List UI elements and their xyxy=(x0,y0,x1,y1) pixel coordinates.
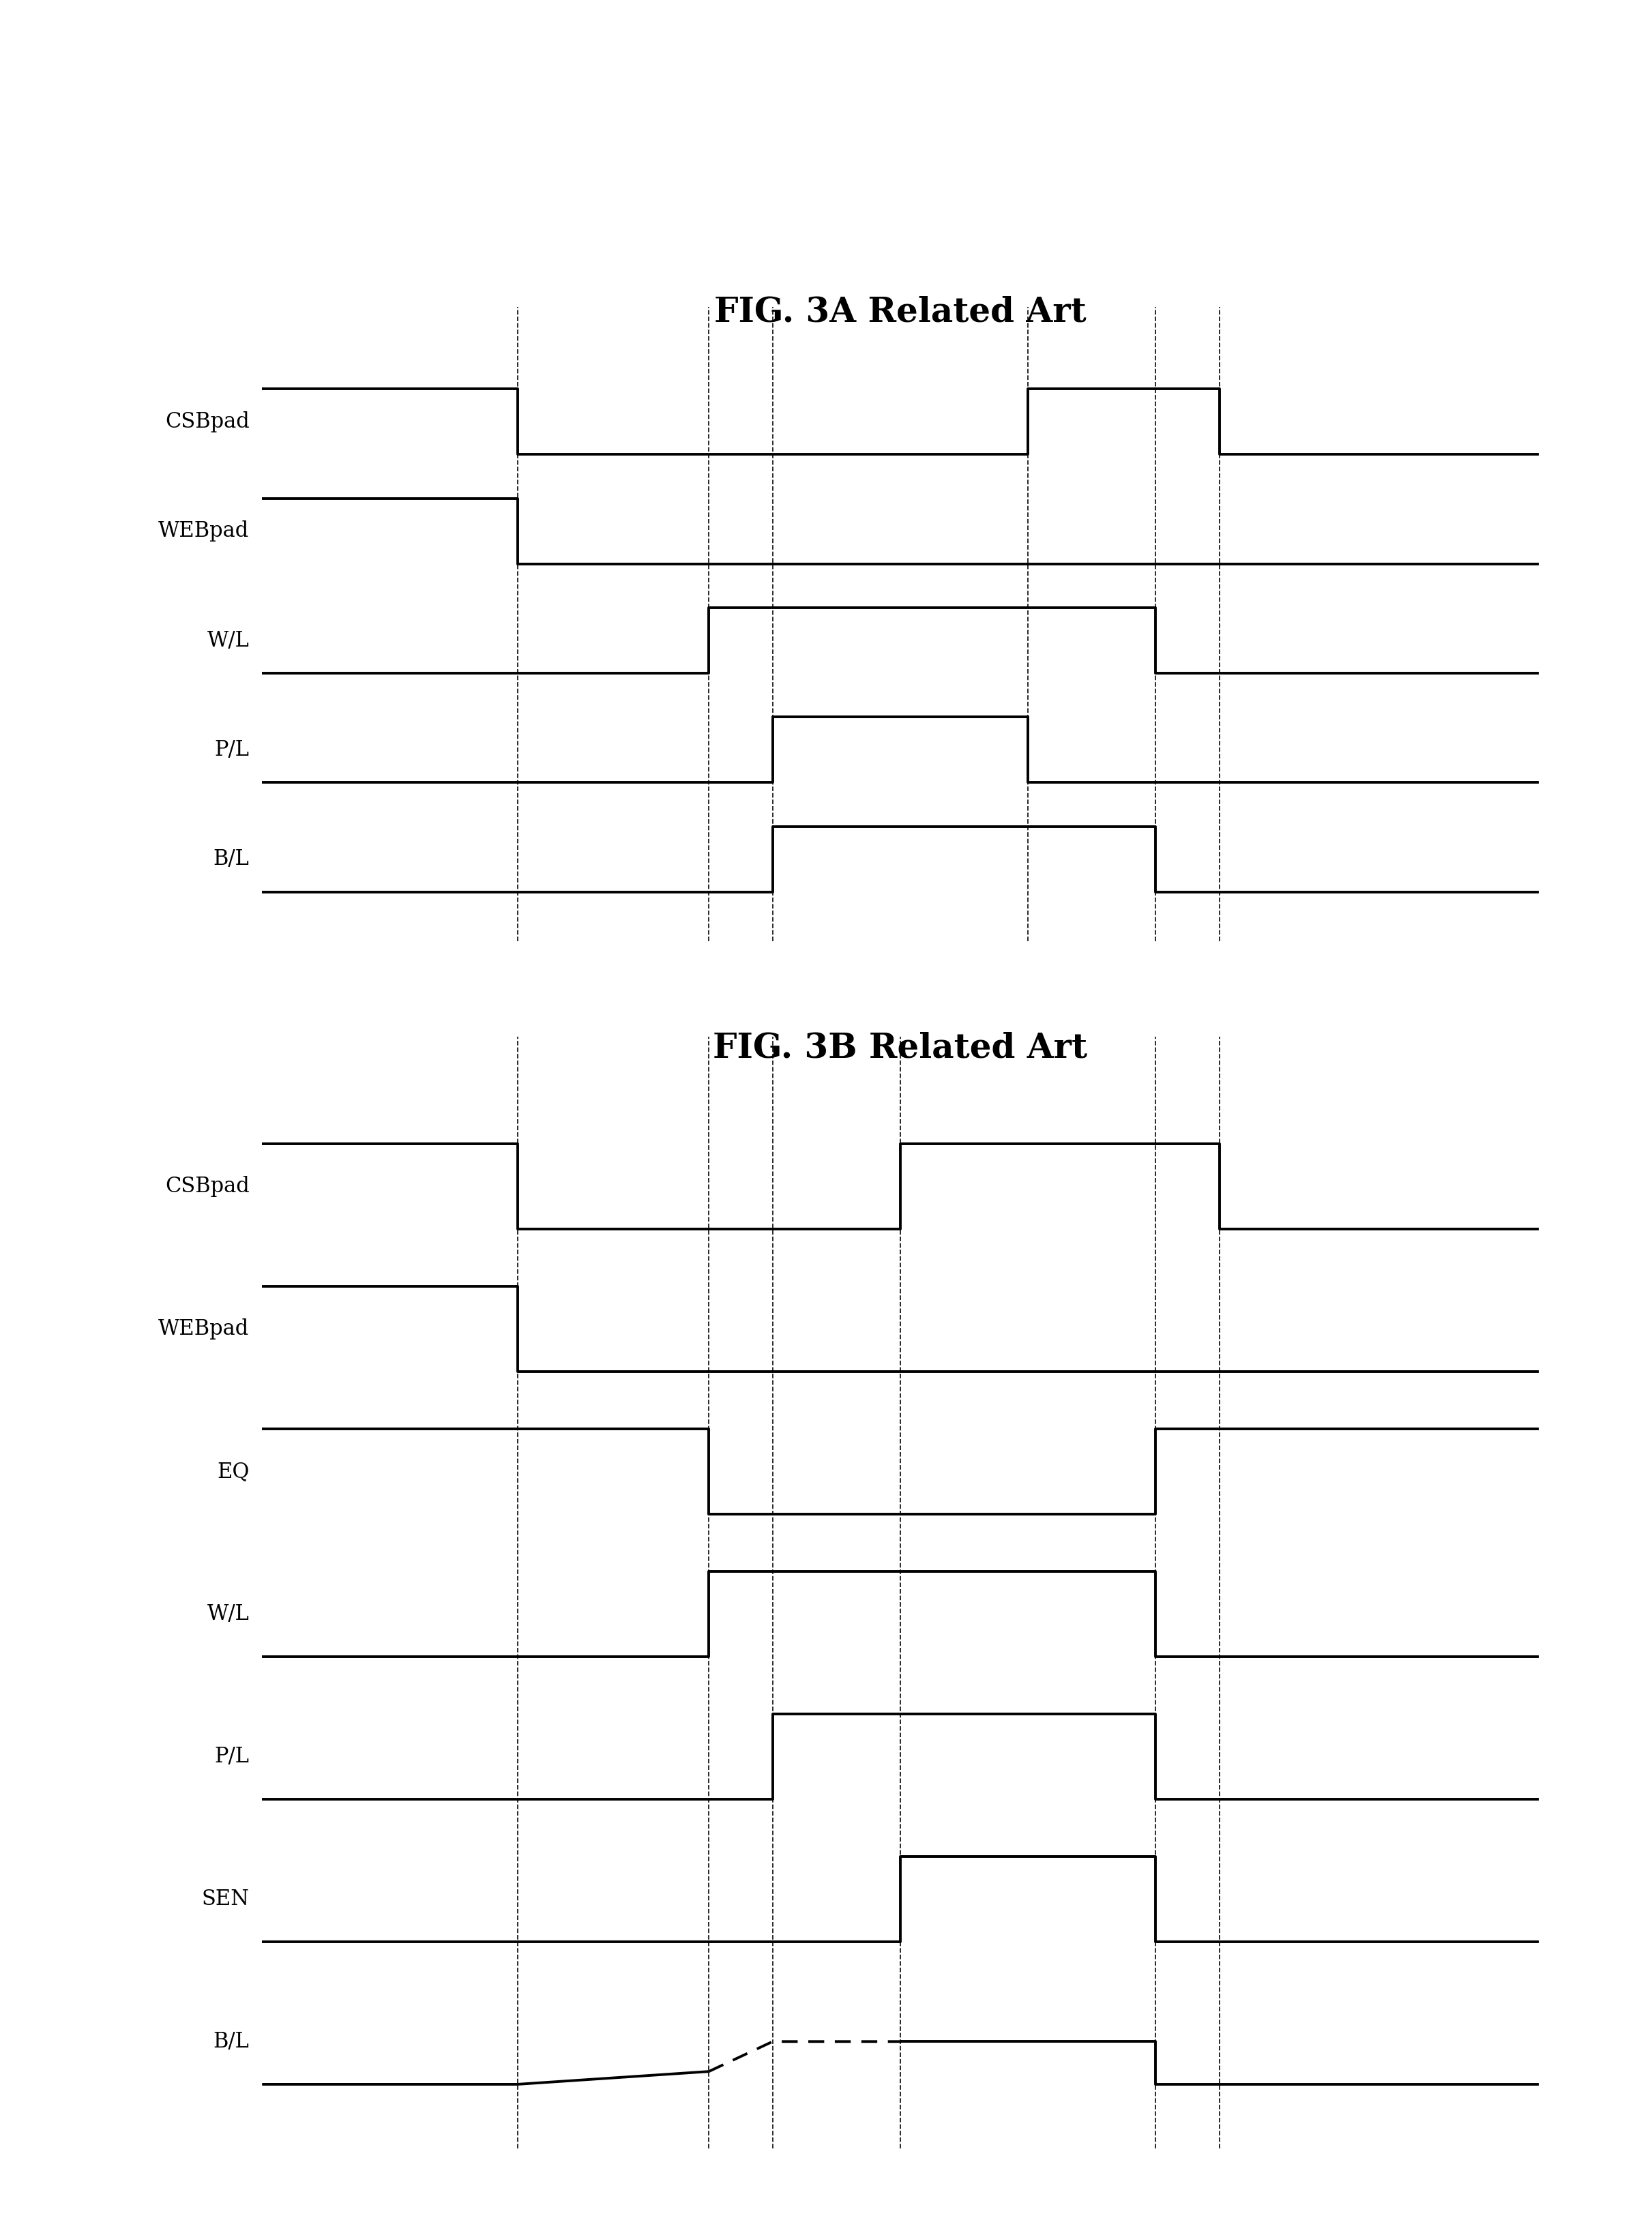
Text: FIG. 3A Related Art: FIG. 3A Related Art xyxy=(714,295,1087,328)
Text: P/L: P/L xyxy=(215,1746,249,1768)
Text: B/L: B/L xyxy=(213,2032,249,2052)
Text: EQ: EQ xyxy=(216,1462,249,1482)
Text: B/L: B/L xyxy=(213,849,249,869)
Text: FIG. 3B Related Art: FIG. 3B Related Art xyxy=(714,1031,1087,1065)
Text: WEBpad: WEBpad xyxy=(159,521,249,541)
Text: W/L: W/L xyxy=(206,630,249,652)
Text: CSBpad: CSBpad xyxy=(165,1176,249,1198)
Text: CSBpad: CSBpad xyxy=(165,410,249,433)
Text: W/L: W/L xyxy=(206,1604,249,1624)
Text: WEBpad: WEBpad xyxy=(159,1317,249,1340)
Text: SEN: SEN xyxy=(202,1888,249,1910)
Text: P/L: P/L xyxy=(215,739,249,761)
